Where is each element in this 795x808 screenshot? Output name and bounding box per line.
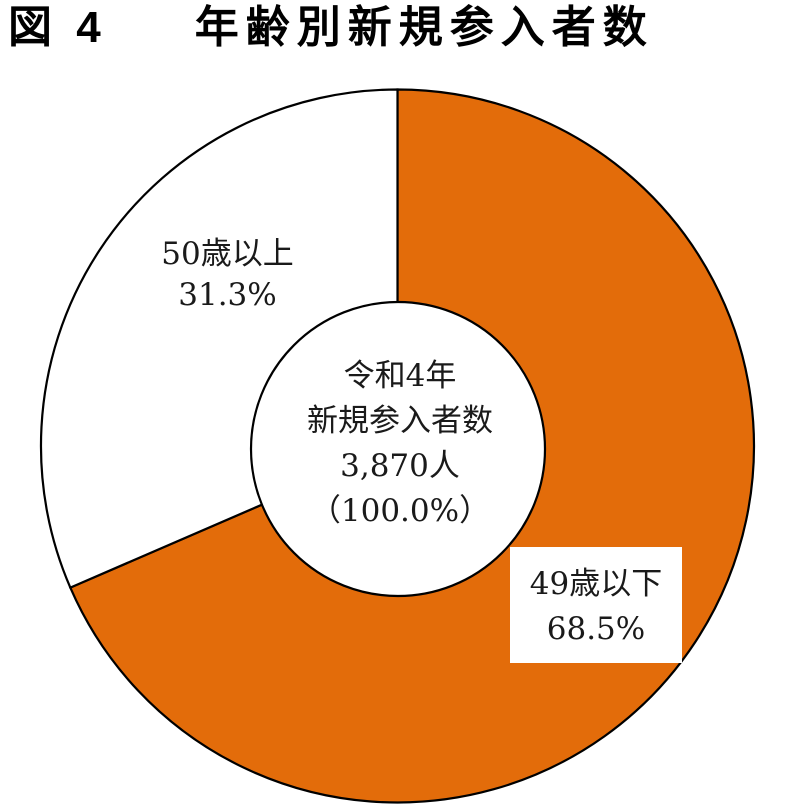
label-under49: 49歳以下 68.5%	[510, 547, 682, 663]
page-title: 図 4 年齢別新規参入者数	[8, 3, 654, 52]
label-over50-name: 50歳以上	[161, 236, 294, 272]
center-label-metric: 新規参入者数	[307, 403, 493, 439]
label-over50: 50歳以上 31.3%	[110, 234, 345, 316]
label-under49-name: 49歳以下	[529, 566, 663, 602]
center-label-pct: （100.0%）	[309, 493, 491, 529]
figure-title-text: 年齢別新規参入者数	[194, 3, 654, 52]
center-label-era-year: 令和4年	[343, 358, 457, 394]
label-under49-pct: 68.5%	[546, 611, 646, 647]
center-total-label: 令和4年 新規参入者数 3,870人 （100.0%）	[240, 354, 560, 534]
donut-hole	[249, 300, 547, 598]
label-over50-pct: 31.3%	[178, 277, 277, 313]
figure-number: 図 4	[8, 3, 107, 52]
center-label-count: 3,870人	[340, 448, 460, 484]
